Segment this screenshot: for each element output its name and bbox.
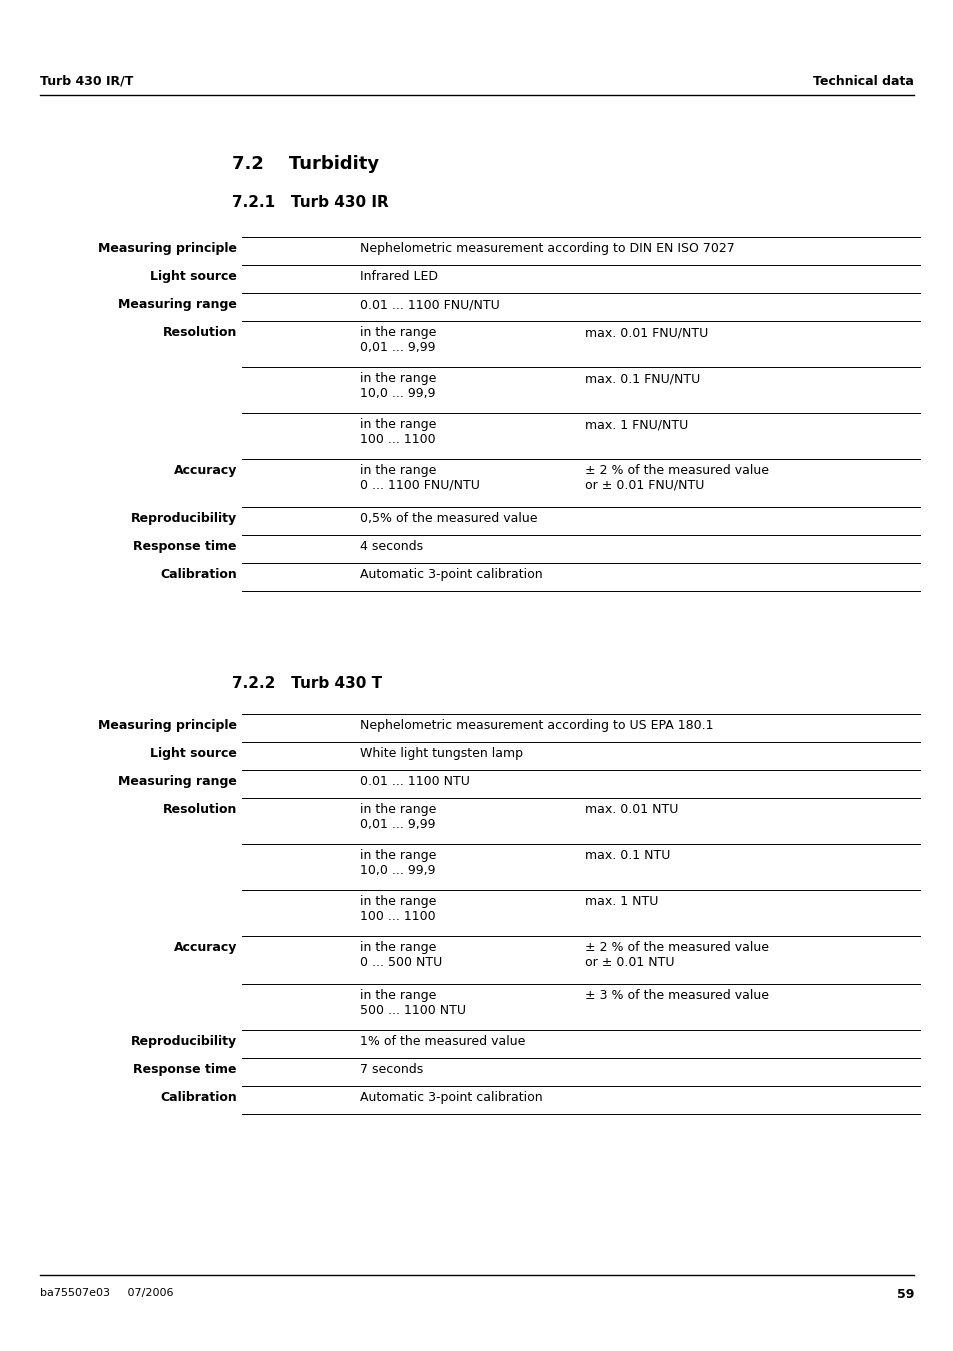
Text: max. 0.01 NTU: max. 0.01 NTU xyxy=(584,802,678,816)
Text: Measuring principle: Measuring principle xyxy=(98,719,236,732)
Text: Resolution: Resolution xyxy=(162,326,236,339)
Text: Reproducibility: Reproducibility xyxy=(131,1035,236,1048)
Text: Measuring range: Measuring range xyxy=(118,775,236,788)
Text: max. 1 NTU: max. 1 NTU xyxy=(584,894,658,908)
Text: Measuring range: Measuring range xyxy=(118,299,236,311)
Text: 7.2.2   Turb 430 T: 7.2.2 Turb 430 T xyxy=(232,676,382,690)
Text: in the range
0,01 ... 9,99: in the range 0,01 ... 9,99 xyxy=(359,326,436,354)
Text: 4 seconds: 4 seconds xyxy=(359,540,423,553)
Text: Calibration: Calibration xyxy=(160,1092,236,1104)
Text: 1% of the measured value: 1% of the measured value xyxy=(359,1035,525,1048)
Text: 7 seconds: 7 seconds xyxy=(359,1063,423,1075)
Text: Light source: Light source xyxy=(150,270,236,282)
Text: in the range
0 ... 500 NTU: in the range 0 ... 500 NTU xyxy=(359,942,442,969)
Text: Turb 430 IR/T: Turb 430 IR/T xyxy=(40,76,133,88)
Text: in the range
100 ... 1100: in the range 100 ... 1100 xyxy=(359,417,436,446)
Text: White light tungsten lamp: White light tungsten lamp xyxy=(359,747,522,761)
Text: 7.2    Turbidity: 7.2 Turbidity xyxy=(232,155,378,173)
Text: ba75507e03     07/2006: ba75507e03 07/2006 xyxy=(40,1288,173,1298)
Text: ± 2 % of the measured value
or ± 0.01 NTU: ± 2 % of the measured value or ± 0.01 NT… xyxy=(584,942,768,969)
Text: Technical data: Technical data xyxy=(812,76,913,88)
Text: Infrared LED: Infrared LED xyxy=(359,270,437,282)
Text: 7.2.1   Turb 430 IR: 7.2.1 Turb 430 IR xyxy=(232,195,388,209)
Text: max. 0.1 NTU: max. 0.1 NTU xyxy=(584,848,670,862)
Text: 0.01 ... 1100 FNU/NTU: 0.01 ... 1100 FNU/NTU xyxy=(359,299,499,311)
Text: Response time: Response time xyxy=(133,540,236,553)
Text: in the range
0 ... 1100 FNU/NTU: in the range 0 ... 1100 FNU/NTU xyxy=(359,463,479,492)
Text: Automatic 3-point calibration: Automatic 3-point calibration xyxy=(359,567,542,581)
Text: Nephelometric measurement according to DIN EN ISO 7027: Nephelometric measurement according to D… xyxy=(359,242,734,255)
Text: ± 3 % of the measured value: ± 3 % of the measured value xyxy=(584,989,768,1002)
Text: Light source: Light source xyxy=(150,747,236,761)
Text: 0.01 ... 1100 NTU: 0.01 ... 1100 NTU xyxy=(359,775,470,788)
Text: Resolution: Resolution xyxy=(162,802,236,816)
Text: Calibration: Calibration xyxy=(160,567,236,581)
Text: in the range
10,0 ... 99,9: in the range 10,0 ... 99,9 xyxy=(359,372,436,400)
Text: in the range
10,0 ... 99,9: in the range 10,0 ... 99,9 xyxy=(359,848,436,877)
Text: max. 1 FNU/NTU: max. 1 FNU/NTU xyxy=(584,417,687,431)
Text: Accuracy: Accuracy xyxy=(173,942,236,954)
Text: Measuring principle: Measuring principle xyxy=(98,242,236,255)
Text: 0,5% of the measured value: 0,5% of the measured value xyxy=(359,512,537,526)
Text: Automatic 3-point calibration: Automatic 3-point calibration xyxy=(359,1092,542,1104)
Text: Response time: Response time xyxy=(133,1063,236,1075)
Text: Accuracy: Accuracy xyxy=(173,463,236,477)
Text: 59: 59 xyxy=(896,1288,913,1301)
Text: in the range
100 ... 1100: in the range 100 ... 1100 xyxy=(359,894,436,923)
Text: in the range
500 ... 1100 NTU: in the range 500 ... 1100 NTU xyxy=(359,989,465,1017)
Text: Reproducibility: Reproducibility xyxy=(131,512,236,526)
Text: in the range
0,01 ... 9,99: in the range 0,01 ... 9,99 xyxy=(359,802,436,831)
Text: ± 2 % of the measured value
or ± 0.01 FNU/NTU: ± 2 % of the measured value or ± 0.01 FN… xyxy=(584,463,768,492)
Text: Nephelometric measurement according to US EPA 180.1: Nephelometric measurement according to U… xyxy=(359,719,713,732)
Text: max. 0.1 FNU/NTU: max. 0.1 FNU/NTU xyxy=(584,372,700,385)
Text: max. 0.01 FNU/NTU: max. 0.01 FNU/NTU xyxy=(584,326,707,339)
